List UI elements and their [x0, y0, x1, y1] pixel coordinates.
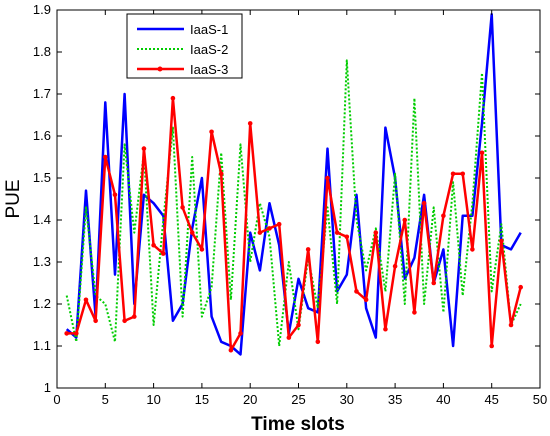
x-tick-label: 15	[195, 392, 209, 407]
data-point	[499, 238, 504, 244]
data-point	[286, 335, 292, 340]
legend-items: IaaS-1 IaaS-2 IaaS-3	[137, 22, 228, 77]
data-point	[470, 247, 475, 252]
data-point	[257, 230, 263, 235]
data-point	[112, 192, 118, 198]
x-axis-title: Time slots	[251, 414, 345, 435]
y-tick-label: 1.8	[33, 44, 51, 59]
y-tick-label: 1.1	[33, 338, 51, 353]
series-line-iaas-2	[65, 59, 522, 347]
data-point	[383, 326, 388, 332]
tick-layer: 0 5 10 15 20 25 30 35 40 45 50 1 1.1 1.2 1.3 1.4 1.5 1.6 1…	[33, 2, 547, 407]
data-point	[238, 331, 243, 336]
data-point	[479, 150, 485, 156]
data-point	[189, 230, 195, 235]
data-point	[131, 314, 137, 319]
x-tick-label: 5	[102, 392, 109, 407]
data-point	[267, 226, 272, 231]
legend-marker	[157, 66, 163, 72]
y-tick-label: 1.7	[33, 86, 51, 101]
data-point	[247, 121, 253, 126]
series-iaas-2	[65, 59, 522, 347]
y-tick-label: 1.9	[33, 2, 51, 17]
legend-label: IaaS-3	[190, 62, 228, 77]
data-point	[412, 310, 417, 315]
y-axis-title: PUE	[3, 179, 24, 218]
y-tick-label: 1.4	[33, 212, 51, 227]
data-point	[450, 171, 456, 177]
series-layer	[64, 12, 523, 356]
x-tick-label: 30	[340, 392, 354, 407]
legend-box	[126, 13, 243, 79]
x-tick-label: 0	[53, 392, 60, 407]
legend: IaaS-1 IaaS-2 IaaS-3	[126, 13, 243, 79]
data-point	[402, 217, 408, 223]
data-point	[64, 331, 69, 336]
x-tick-label: 25	[291, 392, 305, 407]
data-point	[296, 322, 301, 328]
x-tick-label: 40	[436, 392, 450, 407]
data-point	[170, 95, 176, 101]
y-tick-label: 1	[44, 380, 51, 395]
data-point	[334, 230, 340, 235]
data-point	[199, 247, 205, 252]
legend-item-iaas-1: IaaS-1	[137, 22, 228, 37]
data-point	[74, 331, 79, 336]
legend-item-iaas-3: IaaS-3	[137, 62, 228, 77]
data-point	[489, 343, 495, 349]
legend-item-iaas-2: IaaS-2	[137, 42, 228, 57]
x-tick-label: 45	[484, 392, 498, 407]
x-tick-label: 10	[146, 392, 160, 407]
data-point	[325, 175, 330, 181]
data-point	[122, 318, 127, 324]
series-iaas-1	[65, 12, 522, 356]
data-point	[83, 297, 89, 303]
x-tick-label: 50	[533, 392, 547, 407]
data-point	[93, 318, 98, 324]
series-line-iaas-3	[66, 96, 522, 352]
data-point	[209, 129, 214, 135]
data-point	[103, 154, 108, 160]
y-tick-label: 1.6	[33, 128, 51, 143]
data-point	[305, 247, 311, 252]
data-point	[141, 146, 147, 151]
x-tick-label: 35	[388, 392, 402, 407]
data-point	[180, 205, 185, 210]
data-point	[373, 230, 379, 235]
data-point	[363, 297, 369, 303]
data-point	[344, 234, 350, 240]
data-point	[392, 263, 398, 269]
data-point	[508, 322, 514, 328]
legend-label: IaaS-1	[190, 22, 228, 37]
data-point	[354, 289, 359, 294]
data-point	[460, 171, 466, 177]
plot-area-frame	[56, 9, 541, 389]
y-tick-label: 1.2	[33, 296, 51, 311]
series-iaas-3	[64, 95, 523, 353]
data-point	[151, 242, 156, 248]
data-point	[441, 213, 446, 219]
data-point	[160, 251, 166, 256]
data-point	[518, 284, 523, 290]
data-point	[315, 339, 321, 345]
data-point	[228, 347, 234, 353]
data-point	[431, 280, 437, 286]
data-point	[276, 221, 282, 227]
y-tick-label: 1.5	[33, 170, 51, 185]
data-point	[218, 171, 224, 177]
data-point	[421, 200, 427, 206]
legend-label: IaaS-2	[190, 42, 228, 57]
y-tick-label: 1.3	[33, 254, 51, 269]
x-tick-label: 20	[243, 392, 257, 407]
series-line-iaas-1	[65, 12, 522, 356]
